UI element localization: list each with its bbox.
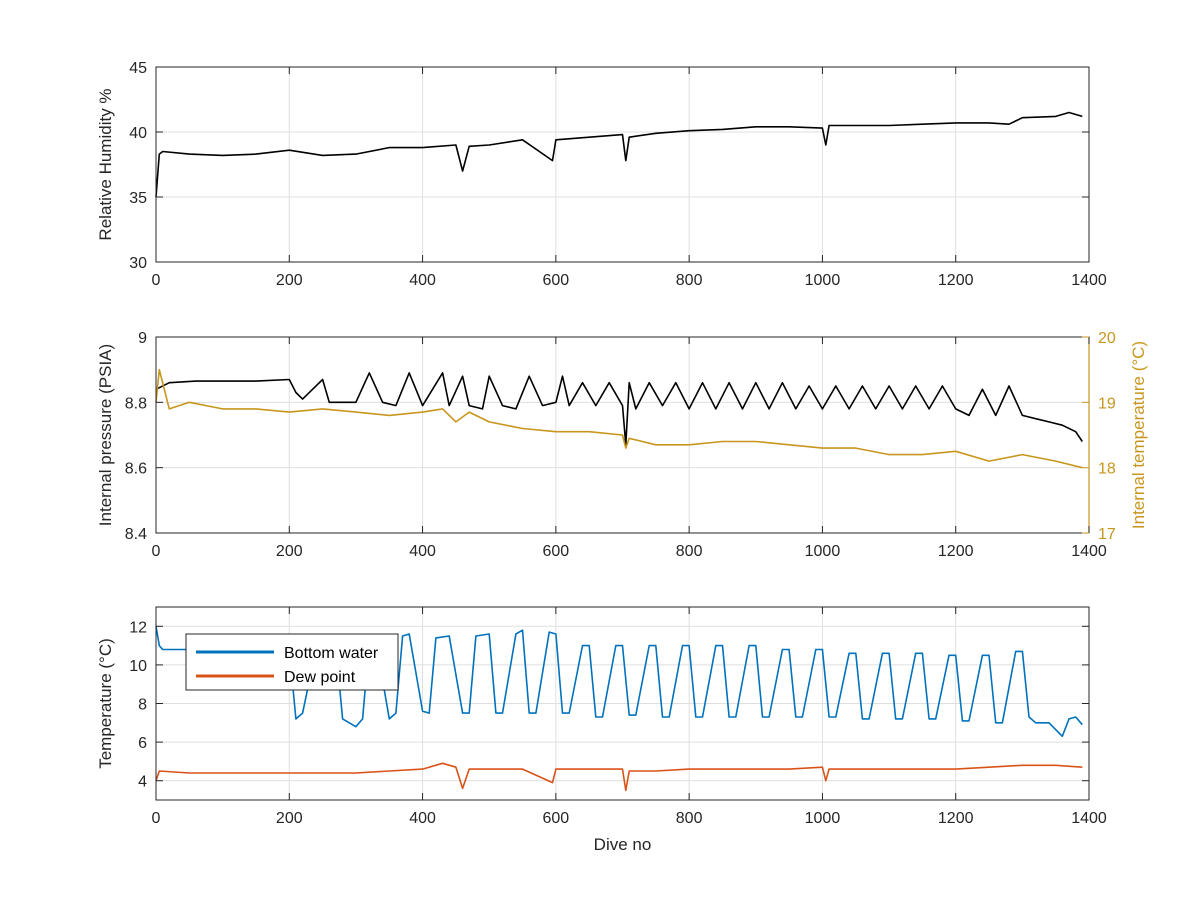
x-tick-label: 600 (543, 272, 570, 289)
x-tick-label: 400 (409, 272, 436, 289)
x-tick-label: 800 (676, 272, 703, 289)
x-tick-label: 600 (543, 543, 570, 560)
y2-tick-label: 18 (1098, 461, 1116, 478)
y-tick-label: 8.6 (125, 461, 147, 478)
y-axis-label: Temperature (°C) (96, 638, 115, 769)
y2-tick-label: 17 (1098, 526, 1116, 543)
y2-tick-label: 19 (1098, 395, 1116, 412)
series-line-2-1 (155, 762, 1083, 792)
temperature-panel: 0 200 400 600 800 1000 1200 1400 4 6 8 10 12 Temperat… (96, 606, 1107, 854)
series-line-0-0 (155, 111, 1083, 198)
x-tick-label: 1000 (805, 543, 841, 560)
y-tick-label: 8.8 (125, 395, 147, 412)
y-tick-label: 4 (138, 774, 147, 791)
y-tick-label: 8.4 (125, 526, 147, 543)
x-tick-label: 1000 (805, 272, 841, 289)
series-line-1-1 (155, 368, 1083, 469)
y-tick-label: 9 (138, 330, 147, 347)
x-tick-label: 0 (152, 272, 161, 289)
y-tick-label: 40 (129, 125, 147, 142)
x-tick-label: 1400 (1071, 272, 1107, 289)
humidity-panel: 0 200 400 600 800 1000 1200 1400 30 35 40 45 Relativ… (96, 60, 1107, 289)
legend-label: Dew point (284, 669, 356, 686)
x-tick-label: 400 (409, 810, 436, 827)
x-tick-label: 1200 (938, 543, 974, 560)
y-tick-label: 6 (138, 735, 147, 752)
plot-area (156, 67, 1089, 262)
pressure-temperature-panel: 0 200 400 600 800 1000 1200 1400 8.4 8.6 8.8 9 17 18 1… (96, 330, 1148, 560)
y-tick-label: 12 (129, 619, 147, 636)
legend-box (185, 633, 399, 691)
y-tick-label: 8 (138, 697, 147, 714)
x-tick-label: 1200 (938, 810, 974, 827)
y-axis-label: Internal pressure (PSIA) (96, 344, 115, 526)
y-tick-label: 10 (129, 658, 147, 675)
x-tick-label: 1400 (1071, 810, 1107, 827)
x-tick-label: 0 (152, 810, 161, 827)
x-tick-label: 200 (276, 810, 303, 827)
y-tick-label: 30 (129, 255, 147, 272)
x-tick-label: 200 (276, 272, 303, 289)
y2-tick-label: 20 (1098, 330, 1116, 347)
y-tick-label: 35 (129, 190, 147, 207)
x-tick-label: 800 (676, 810, 703, 827)
x-tick-label: 600 (543, 810, 570, 827)
x-tick-label: 1000 (805, 810, 841, 827)
legend-label: Bottom water (284, 645, 379, 662)
y-tick-label: 45 (129, 60, 147, 77)
x-axis-label: Dive no (594, 835, 652, 854)
x-tick-label: 1200 (938, 272, 974, 289)
x-tick-label: 800 (676, 543, 703, 560)
x-tick-label: 400 (409, 543, 436, 560)
y2-axis-label: Internal temperature (°C) (1129, 341, 1148, 529)
x-tick-label: 0 (152, 543, 161, 560)
x-tick-label: 1400 (1071, 543, 1107, 560)
series-line-1-0 (155, 372, 1083, 446)
axes-frame (155, 66, 1090, 263)
x-tick-label: 200 (276, 543, 303, 560)
y-axis-label: Relative Humidity % (96, 88, 115, 240)
